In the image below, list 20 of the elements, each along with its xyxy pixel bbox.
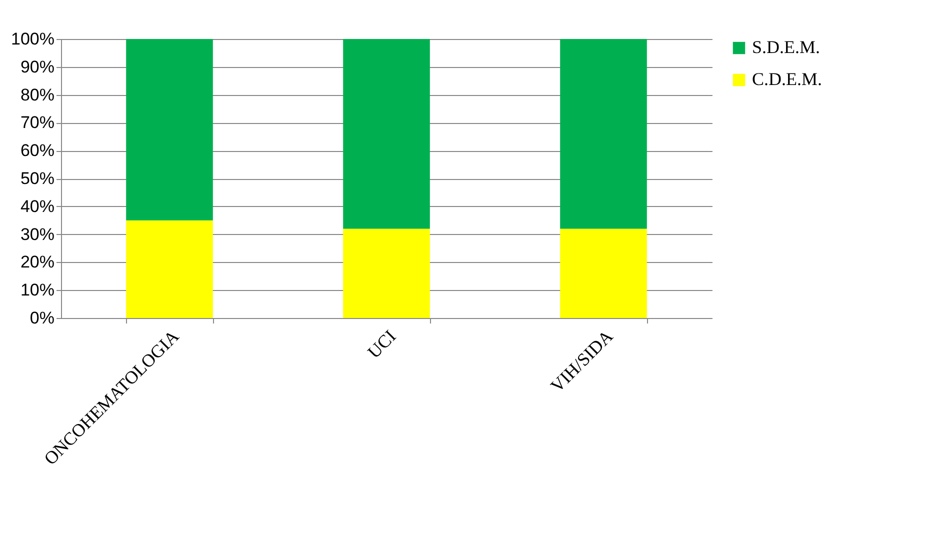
y-tick-label: 90%	[20, 57, 54, 76]
y-tick-label: 30%	[20, 224, 54, 244]
y-tick-label: 100%	[11, 30, 54, 48]
y-tick-label: 10%	[20, 280, 54, 300]
x-tick-label: UCI	[364, 326, 400, 362]
bar	[560, 228, 647, 318]
bar	[343, 39, 430, 229]
legend-label: C.D.E.M.	[752, 69, 822, 89]
bar	[126, 39, 213, 220]
y-tick-label: 40%	[20, 196, 54, 216]
legend-label: S.D.E.M.	[752, 37, 820, 57]
y-tick-label: 20%	[20, 252, 54, 272]
y-tick-label: 60%	[20, 141, 54, 160]
bar	[343, 228, 430, 318]
y-tick-label: 70%	[20, 113, 54, 132]
y-tick-label: 50%	[20, 169, 54, 188]
y-tick-label: 80%	[20, 85, 54, 104]
y-tick-label: 0%	[30, 308, 54, 328]
bar	[560, 39, 647, 229]
bar	[126, 220, 213, 318]
